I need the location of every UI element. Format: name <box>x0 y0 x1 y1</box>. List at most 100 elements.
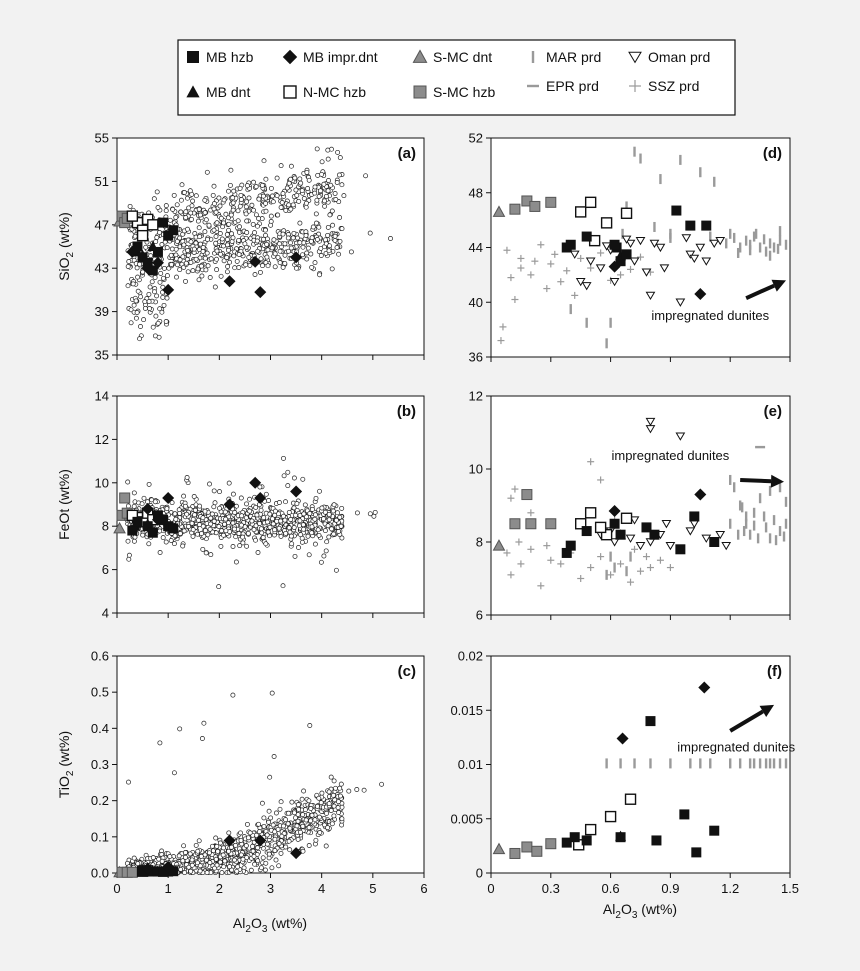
cloud-point <box>199 736 205 741</box>
cloud-point <box>319 790 325 796</box>
cloud-point <box>199 263 204 269</box>
cloud-point <box>314 237 320 242</box>
cloud-point <box>278 204 284 210</box>
data-point <box>624 793 637 805</box>
cloud-point <box>216 524 222 529</box>
legend-symbol <box>282 49 298 65</box>
data-point-shape <box>778 526 782 537</box>
y-axis-title-main: FeOt <box>56 509 72 540</box>
cloud-point <box>237 224 242 230</box>
cloud-point <box>224 232 230 237</box>
cloud-point <box>195 218 201 224</box>
cloud-point <box>308 818 314 824</box>
cloud-point <box>272 251 278 257</box>
cloud-point <box>198 853 204 859</box>
cloud-point <box>281 823 286 829</box>
cloud-point <box>337 785 343 791</box>
cloud-point <box>292 175 298 181</box>
cloud-point <box>257 521 263 526</box>
data-point-shape <box>689 511 700 522</box>
cloud-point <box>269 193 275 199</box>
cloud-point <box>226 227 232 233</box>
cloud-point <box>230 692 236 698</box>
y-tick-label: 6 <box>102 562 109 577</box>
cloud-point <box>309 506 315 512</box>
cloud-point <box>295 235 300 241</box>
data-point <box>531 845 543 857</box>
cloud-point <box>298 532 304 538</box>
cloud-point <box>325 523 331 529</box>
y-tick-label: 35 <box>95 348 109 363</box>
cloud-point <box>178 209 184 215</box>
cloud-point <box>328 182 334 188</box>
cloud-point <box>337 238 343 244</box>
cloud-point <box>155 320 161 326</box>
cloud-point <box>217 859 223 865</box>
data-point <box>748 758 752 769</box>
cloud-point <box>131 503 137 509</box>
cloud-point <box>282 252 288 258</box>
cloud-point <box>185 269 191 275</box>
data-point-shape <box>625 566 628 577</box>
cloud-point <box>291 230 297 236</box>
legend-symbol <box>412 49 428 63</box>
data-point <box>633 758 636 769</box>
cloud-point <box>221 864 227 870</box>
cloud-point <box>312 190 318 196</box>
data-point <box>768 758 772 769</box>
cloud-point <box>160 535 166 541</box>
data-point-shape <box>649 529 660 540</box>
cloud-point <box>235 218 241 224</box>
data-point <box>581 231 592 242</box>
cloud-point <box>161 302 167 308</box>
cloud-point <box>205 263 211 269</box>
cloud-point <box>336 528 342 534</box>
data-point-shape <box>629 551 632 562</box>
series-a-n-mc-hzb <box>126 210 159 242</box>
cloud-point <box>195 531 200 537</box>
data-point-shape <box>691 847 702 858</box>
cloud-point <box>157 528 163 534</box>
cloud-point <box>183 209 189 215</box>
cloud-point <box>281 455 286 461</box>
cloud-point <box>138 294 144 300</box>
cloud-point <box>202 508 208 514</box>
cloud-point <box>189 216 194 222</box>
cloud-point <box>221 845 226 851</box>
cloud-point <box>211 518 217 524</box>
cloud-point <box>157 306 163 312</box>
y-axis-title-a: SiO2 (wt%) <box>56 212 76 281</box>
data-point-shape <box>736 247 740 258</box>
data-point-shape <box>620 512 633 524</box>
x-tick-label: 4 <box>318 881 325 896</box>
y-tick-label: 51 <box>95 174 109 189</box>
cloud-point <box>255 858 261 864</box>
cloud-point <box>304 256 310 262</box>
cloud-point <box>226 188 231 194</box>
legend-label: MB hzb <box>206 49 254 65</box>
cloud-point <box>222 521 227 527</box>
cloud-point <box>260 193 266 199</box>
cloud-point <box>279 200 285 205</box>
cloud-point <box>234 258 240 264</box>
cloud-point <box>290 235 296 241</box>
cloud-point <box>158 270 164 276</box>
data-point-shape <box>758 758 762 769</box>
cloud-point <box>157 740 163 746</box>
legend-label: MB impr.dnt <box>303 49 378 65</box>
cloud-point <box>222 858 228 864</box>
data-point-shape <box>764 758 768 769</box>
cloud-point <box>240 534 246 540</box>
data-point-shape <box>725 238 728 249</box>
cloud-point <box>300 823 306 829</box>
cloud-point <box>168 252 174 258</box>
data-point-shape <box>736 529 740 540</box>
y-tick-label: 0.01 <box>458 757 483 772</box>
cloud-point <box>331 813 337 819</box>
cloud-point <box>181 242 187 248</box>
cloud-point <box>195 266 201 272</box>
data-point-shape <box>609 317 612 328</box>
cloud-point <box>266 819 272 825</box>
x-tick-label: 1 <box>165 881 172 896</box>
cloud-point <box>199 531 204 536</box>
